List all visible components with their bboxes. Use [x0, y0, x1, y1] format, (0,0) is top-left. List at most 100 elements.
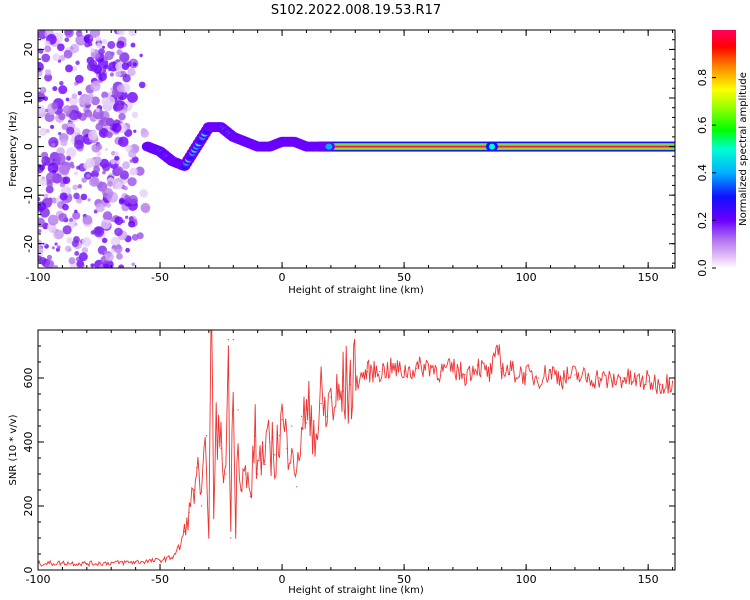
heatmap-noise-blob — [62, 176, 71, 184]
heatmap-noise-blob — [118, 113, 126, 121]
heatmap-noise-blob — [58, 112, 66, 121]
snr-data-point — [237, 409, 239, 411]
heatmap-noise-blob — [39, 164, 46, 171]
heatmap-noise-blob — [78, 252, 88, 262]
heatmap-noise-blob — [50, 124, 55, 129]
heatmap-noise-blob — [48, 137, 59, 148]
heatmap-noise-blob — [121, 62, 130, 71]
heatmap-noise-blob — [84, 109, 93, 118]
heatmap-noise-blob — [45, 198, 53, 206]
spectrogram-xtick-label: 150 — [638, 271, 659, 284]
heatmap-noise-blob — [61, 199, 67, 205]
heatmap-noise-blob — [110, 248, 116, 253]
snr-data-point — [320, 403, 322, 405]
spectrogram-xtick-label: 100 — [516, 271, 537, 284]
heatmap-noise-blob — [63, 49, 73, 59]
snr-xlabel: Height of straight line (km) — [288, 585, 424, 596]
heatmap-noise-blob — [64, 37, 70, 43]
snr-data-point — [230, 537, 232, 539]
snr-data-point — [239, 489, 242, 491]
heatmap-noise-blob — [51, 142, 56, 147]
snr-ticks: -100 -50 0 50 100 150 0 200 400 600 — [22, 329, 675, 586]
heatmap-noise-blob — [102, 163, 111, 172]
snr-data-point — [61, 562, 64, 564]
heatmap-noise-blob — [95, 143, 103, 151]
snr-data-point — [215, 425, 217, 427]
heatmap-noise-blob — [88, 41, 93, 47]
heatmap-noise-blob — [90, 96, 100, 106]
snr-xtick-label: -100 — [26, 573, 51, 586]
heatmap-noise-blob — [103, 100, 113, 111]
snr-data-point — [342, 390, 344, 392]
heatmap-noise-blob — [38, 246, 44, 255]
snr-data-point — [269, 441, 271, 443]
heatmap-noise-blob — [90, 263, 95, 268]
heatmap-noise-blob — [72, 184, 79, 191]
heatmap-noise-blob — [78, 96, 87, 105]
heatmap-noise-blob — [132, 62, 137, 67]
heatmap-noise-blob — [65, 97, 70, 102]
spectrogram-ylabel: Frequency (Hz) — [8, 111, 19, 187]
snr-data-point — [244, 473, 247, 475]
snr-data-point — [525, 374, 527, 376]
spectrogram-heatmap — [38, 30, 675, 268]
heatmap-noise-blob — [94, 226, 103, 235]
heatmap-noise-blob — [66, 155, 71, 161]
snr-xtick-label: 150 — [638, 573, 659, 586]
snr-data-point — [232, 339, 234, 341]
heatmap-noise-blob — [39, 86, 47, 94]
heatmap-noise-blob — [96, 151, 102, 156]
heatmap-noise-blob — [90, 48, 96, 53]
heatmap-noise-blob — [74, 209, 78, 214]
heatmap-noise-blob — [140, 127, 147, 134]
spectrogram-ytick-label: -20 — [22, 235, 35, 253]
heatmap-noise-blob — [138, 81, 146, 89]
heatmap-noise-blob — [116, 40, 125, 49]
heatmap-noise-blob — [96, 42, 103, 49]
heatmap-noise-blob — [118, 197, 125, 204]
heatmap-noise-blob — [98, 72, 107, 82]
heatmap-noise-blob — [110, 159, 116, 165]
heatmap-noise-blob — [83, 36, 90, 43]
heatmap-noise-blob — [62, 203, 69, 211]
heatmap-noise-blob — [107, 180, 113, 187]
snr-data-point — [330, 396, 332, 398]
heatmap-noise-blob — [51, 246, 55, 250]
heatmap-noise-blob — [114, 151, 119, 157]
heatmap-noise-blob — [86, 62, 96, 72]
heatmap-noise-blob — [123, 186, 128, 191]
heatmap-noise-blob — [73, 235, 80, 243]
heatmap-noise-blob — [38, 228, 42, 234]
heatmap-noise-blob — [62, 225, 72, 235]
snr-data-point — [349, 383, 351, 385]
snr-data-point — [135, 561, 137, 563]
heatmap-noise-blob — [43, 96, 48, 102]
snr-data-point — [366, 371, 369, 373]
heatmap-noise-blob — [95, 203, 105, 213]
heatmap-noise-blob — [125, 247, 130, 253]
snr-data-point — [159, 559, 161, 562]
heatmap-noise-blob — [87, 198, 91, 202]
snr-data-point — [501, 367, 503, 369]
heatmap-noise-blob — [118, 264, 125, 268]
heatmap-noise-blob — [116, 49, 123, 56]
heatmap-noise-blob — [128, 220, 136, 228]
heatmap-noise-blob — [68, 257, 76, 265]
snr-ytick-label: 600 — [22, 368, 35, 389]
heatmap-noise-blob — [131, 262, 135, 266]
heatmap-noise-blob — [77, 184, 83, 189]
heatmap-noise-blob — [60, 138, 68, 147]
heatmap-noise-blob — [110, 236, 121, 247]
snr-data-point — [254, 435, 256, 437]
heatmap-noise-blob — [66, 187, 72, 193]
snr-data-point — [305, 422, 308, 424]
heatmap-noise-blob — [88, 130, 98, 141]
snr-data-point — [193, 489, 195, 491]
heatmap-noise-blob — [103, 250, 107, 254]
heatmap-noise-blob — [52, 264, 59, 268]
heatmap-noise-blob — [47, 162, 59, 174]
snr-data-point — [296, 486, 298, 488]
heatmap-noise-blob — [66, 237, 73, 244]
